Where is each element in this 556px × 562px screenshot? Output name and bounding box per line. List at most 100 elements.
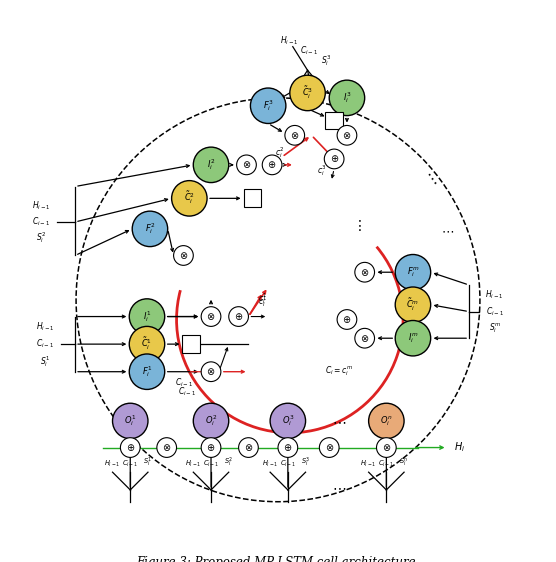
- Text: $H_{i-1}$: $H_{i-1}$: [485, 289, 504, 301]
- Text: $S_i^2$: $S_i^2$: [224, 456, 234, 469]
- FancyArrowPatch shape: [385, 438, 388, 442]
- Circle shape: [270, 403, 306, 439]
- FancyArrowPatch shape: [78, 198, 167, 221]
- Text: $S_i^2$: $S_i^2$: [36, 230, 47, 245]
- Circle shape: [285, 125, 305, 145]
- FancyArrowPatch shape: [210, 445, 212, 487]
- FancyArrowPatch shape: [190, 370, 217, 373]
- Text: $S_i^n$: $S_i^n$: [399, 457, 409, 469]
- Text: $\cdots$: $\cdots$: [441, 224, 454, 237]
- FancyArrowPatch shape: [281, 92, 292, 98]
- Circle shape: [324, 149, 344, 169]
- Circle shape: [129, 327, 165, 362]
- Circle shape: [395, 287, 431, 323]
- Circle shape: [201, 307, 221, 327]
- FancyArrowPatch shape: [78, 165, 189, 186]
- FancyArrowPatch shape: [78, 315, 125, 318]
- Text: $H_i$: $H_i$: [454, 441, 465, 455]
- FancyArrowPatch shape: [326, 90, 329, 93]
- Text: $C_{i-1}$: $C_{i-1}$: [32, 216, 51, 228]
- Circle shape: [237, 155, 256, 175]
- FancyBboxPatch shape: [325, 112, 343, 129]
- FancyBboxPatch shape: [182, 336, 200, 353]
- FancyArrowPatch shape: [129, 438, 132, 442]
- Text: $F_i^2$: $F_i^2$: [145, 221, 155, 237]
- Text: $\otimes$: $\otimes$: [325, 442, 334, 453]
- Text: $\vdots$: $\vdots$: [352, 219, 361, 233]
- Text: $O_i^1$: $O_i^1$: [124, 414, 136, 428]
- Text: $H_{i-1}$: $H_{i-1}$: [262, 459, 279, 469]
- FancyArrowPatch shape: [285, 164, 290, 166]
- Text: $\otimes$: $\otimes$: [342, 130, 351, 141]
- Text: $c_i^1$: $c_i^1$: [257, 294, 267, 309]
- Text: $F_i^1$: $F_i^1$: [142, 364, 152, 379]
- FancyArrowPatch shape: [310, 110, 324, 116]
- Circle shape: [337, 125, 357, 145]
- Circle shape: [290, 75, 325, 111]
- Circle shape: [250, 88, 286, 124]
- FancyArrowPatch shape: [346, 119, 349, 121]
- Text: $C_{i-1}$: $C_{i-1}$: [122, 459, 138, 469]
- FancyArrowPatch shape: [286, 438, 289, 442]
- Circle shape: [201, 438, 221, 457]
- Text: $\otimes$: $\otimes$: [206, 366, 216, 377]
- FancyArrowPatch shape: [168, 232, 173, 251]
- Text: $\oplus$: $\oplus$: [342, 314, 351, 325]
- Circle shape: [329, 80, 365, 116]
- Circle shape: [173, 246, 193, 265]
- Text: $\otimes$: $\otimes$: [360, 333, 369, 344]
- Text: $S_i^3$: $S_i^3$: [301, 456, 310, 469]
- Text: $C_{i-1}$: $C_{i-1}$: [37, 338, 54, 350]
- FancyArrowPatch shape: [331, 171, 334, 178]
- Circle shape: [376, 438, 396, 457]
- Circle shape: [355, 328, 375, 348]
- FancyArrowPatch shape: [167, 315, 197, 318]
- FancyArrowPatch shape: [210, 301, 212, 304]
- Text: $H_{i-1}$: $H_{i-1}$: [185, 459, 202, 469]
- Text: $F_i^m$: $F_i^m$: [406, 265, 419, 279]
- Circle shape: [193, 403, 229, 439]
- FancyArrowPatch shape: [224, 370, 244, 373]
- Circle shape: [172, 180, 207, 216]
- Circle shape: [355, 262, 375, 282]
- Text: $\tilde{C}_i^1$: $\tilde{C}_i^1$: [141, 336, 152, 352]
- Circle shape: [201, 362, 221, 382]
- Text: $S_i^3$: $S_i^3$: [321, 53, 332, 68]
- FancyArrowPatch shape: [379, 337, 393, 339]
- FancyBboxPatch shape: [244, 189, 261, 207]
- Text: $\oplus$: $\oplus$: [330, 153, 339, 165]
- Text: $H_{i-1}$: $H_{i-1}$: [105, 459, 121, 469]
- Circle shape: [319, 438, 339, 457]
- Text: $\cdots$: $\cdots$: [332, 480, 346, 494]
- Text: $\tilde{C}_i^2$: $\tilde{C}_i^2$: [184, 191, 195, 206]
- FancyArrowPatch shape: [210, 438, 212, 442]
- FancyArrowPatch shape: [167, 370, 197, 373]
- FancyArrowPatch shape: [435, 305, 466, 311]
- Text: $O_i^n$: $O_i^n$: [380, 414, 393, 428]
- FancyArrowPatch shape: [284, 138, 308, 155]
- Circle shape: [337, 310, 357, 329]
- Text: $O_i^3$: $O_i^3$: [281, 414, 294, 428]
- FancyArrowPatch shape: [271, 125, 281, 131]
- Text: $C_{i-1}$: $C_{i-1}$: [300, 44, 318, 57]
- Circle shape: [121, 438, 140, 457]
- Text: $\oplus$: $\oplus$: [267, 160, 277, 170]
- Text: $C_{i-1}$: $C_{i-1}$: [203, 459, 219, 469]
- FancyArrowPatch shape: [78, 370, 125, 373]
- FancyArrowPatch shape: [314, 137, 331, 156]
- Text: $H_{i-1}$: $H_{i-1}$: [32, 200, 51, 212]
- Text: $C_{i-1}$: $C_{i-1}$: [175, 377, 193, 389]
- Text: $\cdots$: $\cdots$: [332, 414, 346, 428]
- FancyArrowPatch shape: [286, 445, 289, 487]
- Circle shape: [132, 211, 168, 247]
- FancyArrowPatch shape: [435, 273, 466, 284]
- FancyArrowPatch shape: [78, 230, 128, 254]
- Text: $H_{i-1}$: $H_{i-1}$: [36, 320, 55, 333]
- Circle shape: [112, 403, 148, 439]
- Text: $C_{i-1}$: $C_{i-1}$: [280, 459, 296, 469]
- Text: $\otimes$: $\otimes$: [242, 160, 251, 170]
- FancyArrowPatch shape: [435, 337, 466, 339]
- Circle shape: [239, 438, 259, 457]
- Text: $H_{i-1}$: $H_{i-1}$: [280, 34, 299, 47]
- Text: $O_i^2$: $O_i^2$: [205, 414, 217, 428]
